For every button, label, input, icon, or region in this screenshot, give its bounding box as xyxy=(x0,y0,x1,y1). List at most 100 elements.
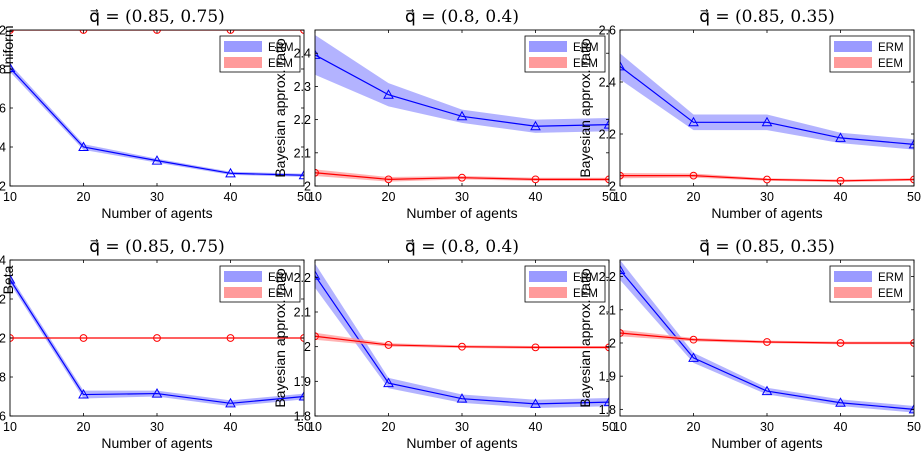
series-line-erm xyxy=(315,275,609,405)
legend-swatch-erm xyxy=(834,41,872,52)
row-label-uniform: Uniform xyxy=(0,25,16,74)
y-tick-label: 2.2 xyxy=(294,271,311,285)
x-tick-label: 40 xyxy=(529,420,543,434)
y-tick-label: 1.9 xyxy=(599,370,616,384)
x-tick-label: 10 xyxy=(613,190,627,204)
y-tick-label: 2 xyxy=(0,24,6,38)
y-axis-label: Bayesian approx. ratio xyxy=(272,38,288,178)
y-tick-label: 2.2 xyxy=(599,128,616,142)
data-point-erm xyxy=(620,264,626,274)
x-tick-label: 30 xyxy=(455,190,469,204)
series-erm xyxy=(315,263,609,409)
y-tick-label: 1.9 xyxy=(294,375,311,389)
data-point-eem xyxy=(531,343,540,352)
y-tick-label: 2.2 xyxy=(599,270,616,284)
series-line-eem xyxy=(620,332,914,344)
legend: ERM EEM xyxy=(829,35,911,73)
x-tick-label: 20 xyxy=(382,420,396,434)
legend-swatch-eem xyxy=(224,57,262,68)
data-point-erm xyxy=(603,396,609,407)
data-point-eem xyxy=(79,334,88,342)
y-tick-label: 1.2 xyxy=(0,180,6,194)
plot-data xyxy=(620,53,914,185)
y-tick-label: 1.8 xyxy=(0,63,6,77)
x-axis-label: Number of agents xyxy=(711,435,822,451)
x-tick-label: 20 xyxy=(77,190,91,204)
x-tick-label: 30 xyxy=(150,420,164,434)
y-tick-label: 2.4 xyxy=(294,47,311,61)
chart-panel: q⃗ = (0.8, 0.4)10 20 30 40 5022.12.22.32.4Nu… xyxy=(272,7,616,221)
data-point-erm xyxy=(225,397,236,408)
legend-swatch-erm xyxy=(224,271,262,282)
chart-title: q⃗ = (0.85, 0.35) xyxy=(699,7,835,27)
legend: ERM EEM xyxy=(829,265,911,303)
legend-swatch-eem xyxy=(834,287,872,298)
y-tick-label: 2 xyxy=(609,336,616,350)
x-axis-label: Number of agents xyxy=(711,205,822,221)
y-tick-label: 2.6 xyxy=(599,24,616,38)
data-point-erm xyxy=(530,398,541,408)
data-point-erm xyxy=(151,388,163,398)
data-point-erm xyxy=(315,270,321,280)
data-point-erm xyxy=(315,49,321,59)
plot-data xyxy=(315,263,609,409)
x-tick-label: 30 xyxy=(760,190,774,204)
legend: ERM EEM xyxy=(219,265,301,303)
data-point-erm xyxy=(835,132,846,142)
data-point-erm xyxy=(761,385,773,396)
series-line-eem xyxy=(315,172,609,180)
chart-panel: q⃗ = (0.85, 0.35) 10 20 30 40 50 1.8 1.9 2 2.1 2.2… xyxy=(577,237,921,451)
plot-data xyxy=(10,273,304,408)
data-point-erm xyxy=(383,377,394,388)
legend-swatch-erm xyxy=(529,41,567,52)
x-tick-label: 30 xyxy=(455,420,469,434)
legend: ERM EEM xyxy=(524,265,606,303)
y-tick-label: 2.4 xyxy=(599,76,616,90)
chart-panel: q⃗ = (0.85, 0.35)10 20 30 40 5022.22.42.6Num… xyxy=(577,7,921,221)
data-point-eem xyxy=(226,334,235,342)
data-point-erm xyxy=(603,119,609,129)
x-tick-label: 50 xyxy=(907,420,921,434)
x-tick-label: 50 xyxy=(602,420,616,434)
chart-panel: q⃗ = (0.85, 0.75) 10 20 30 40 50 1.6 1.8 2 2.2 2.4… xyxy=(0,237,311,451)
chart-panel: q⃗ = (0.85, 0.75) 10 20 30 40 50 1.2 1.4 1.6 1.8 2… xyxy=(0,7,311,221)
series-erm xyxy=(10,273,304,408)
data-point-eem xyxy=(10,334,14,342)
x-tick-label: 20 xyxy=(687,190,701,204)
x-axis-label: Number of agents xyxy=(101,435,212,451)
data-point-erm xyxy=(908,403,914,414)
legend-swatch-eem xyxy=(224,287,262,298)
y-tick-label: 1.6 xyxy=(0,410,6,424)
plot-data xyxy=(620,260,914,414)
x-tick-label: 20 xyxy=(382,190,396,204)
chart-panel: q⃗ = (0.8, 0.4)10 20 30 40 501.81.922.12.2Nu… xyxy=(272,237,616,451)
data-point-eem xyxy=(620,171,624,180)
legend-swatch-erm xyxy=(224,41,262,52)
x-tick-label: 40 xyxy=(834,190,848,204)
series-line-erm xyxy=(620,65,914,145)
data-point-eem xyxy=(763,338,771,346)
data-point-eem xyxy=(620,329,624,337)
series-erm xyxy=(10,62,304,180)
data-point-erm xyxy=(298,390,304,401)
series-erm xyxy=(315,34,609,133)
y-axis-label: Bayesian approx. ratio xyxy=(272,268,288,408)
data-point-eem xyxy=(689,171,698,180)
data-point-erm xyxy=(10,62,16,73)
x-tick-label: 20 xyxy=(687,420,701,434)
legend: ERM EEM xyxy=(524,35,606,73)
data-point-eem xyxy=(836,339,845,347)
series-eem xyxy=(620,329,914,347)
data-point-erm xyxy=(456,110,468,121)
data-point-eem xyxy=(458,173,466,182)
data-point-erm xyxy=(620,60,626,71)
legend-label-erm: ERM xyxy=(573,42,599,54)
chart-title: q⃗ = (0.85, 0.75) xyxy=(89,237,225,257)
data-point-erm xyxy=(298,169,304,180)
data-point-eem xyxy=(763,175,771,184)
x-tick-label: 20 xyxy=(77,420,91,434)
series-eem xyxy=(620,171,914,185)
legend-label-erm: ERM xyxy=(268,272,294,284)
data-point-erm xyxy=(688,116,699,127)
